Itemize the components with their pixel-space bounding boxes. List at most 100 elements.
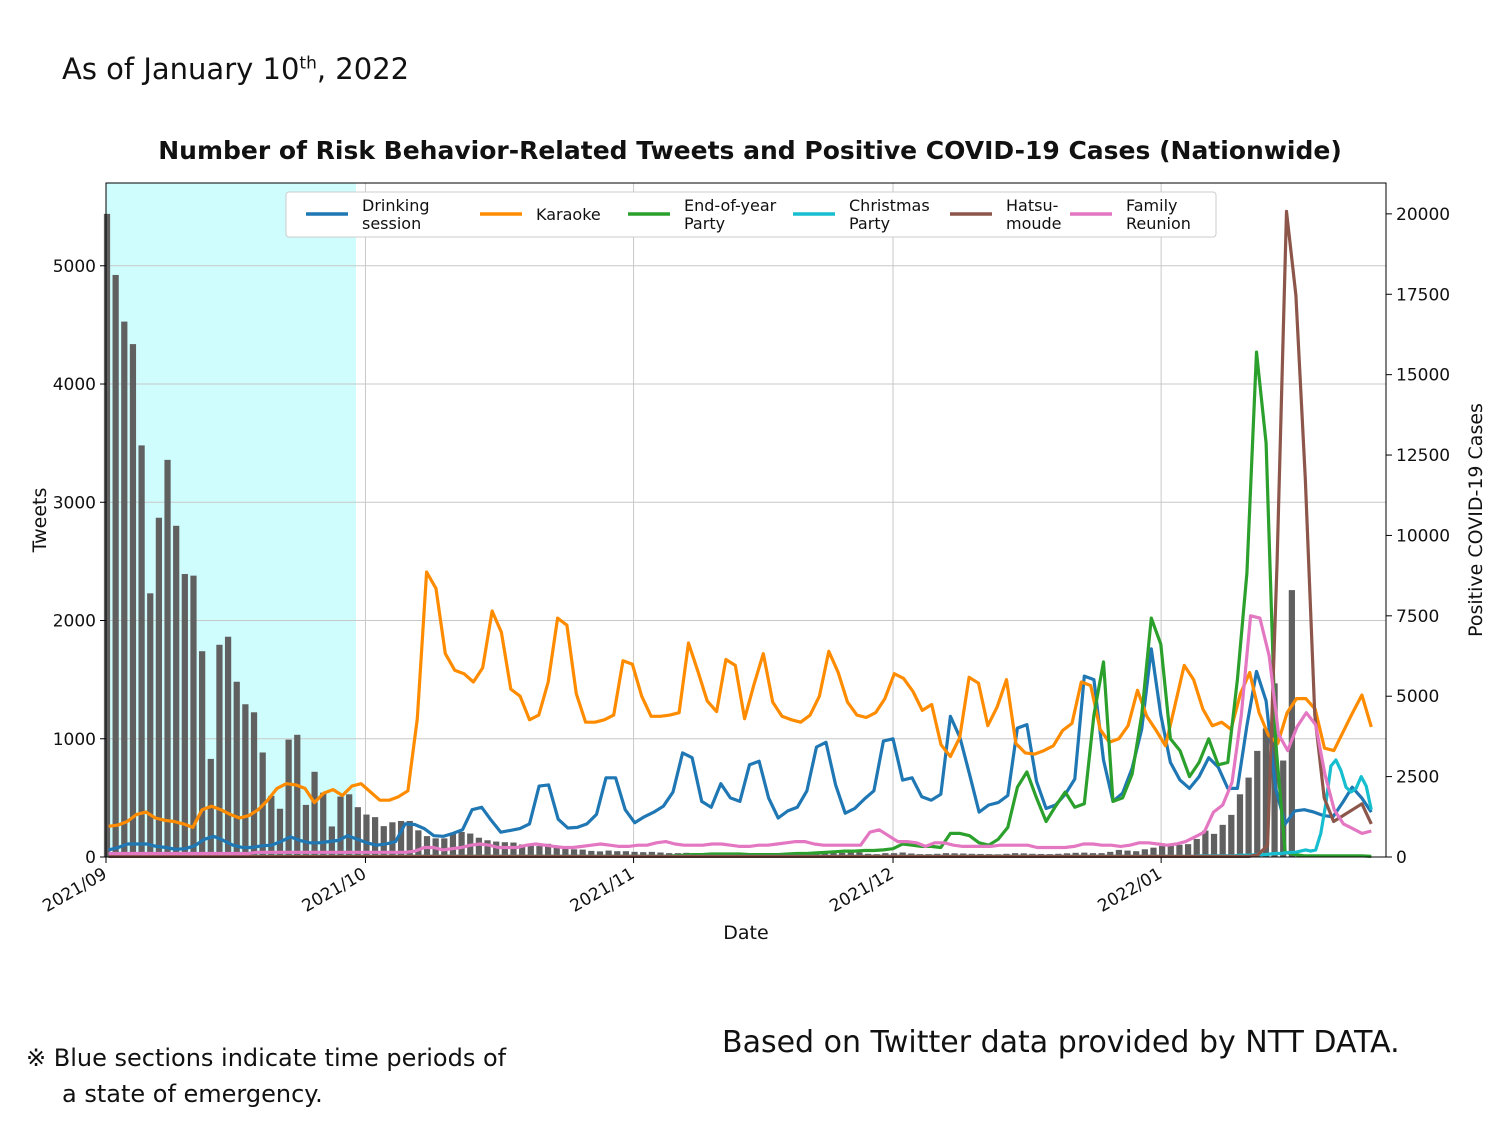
- case-bar: [1210, 833, 1218, 857]
- legend-label-6: Family Reunion: [1126, 196, 1191, 233]
- y2-tick-label: 5000: [1396, 687, 1439, 707]
- case-bar: [475, 837, 483, 857]
- case-bar: [1245, 777, 1252, 857]
- case-bar: [1141, 849, 1148, 857]
- case-bar: [631, 851, 638, 857]
- case-bar: [579, 849, 586, 857]
- case-bar: [346, 794, 353, 857]
- case-bar: [406, 820, 413, 857]
- as-of-prefix: As of January 10: [62, 52, 300, 86]
- case-bar: [648, 851, 655, 857]
- y2-tick-label: 17500: [1396, 285, 1450, 305]
- case-bar: [441, 838, 448, 857]
- case-bar: [371, 817, 379, 857]
- case-bar: [1219, 824, 1226, 857]
- y-tick-label: 0: [85, 848, 96, 868]
- series-line-1: [108, 647, 1373, 852]
- case-bar: [449, 833, 457, 857]
- x-tick-label: 2022/01: [1094, 864, 1165, 917]
- as-of-ordinal: th: [299, 53, 317, 74]
- case-bar: [527, 844, 534, 857]
- case-bar: [242, 704, 249, 857]
- case-bar: [224, 636, 232, 857]
- case-bar: [821, 851, 828, 857]
- case-bar: [354, 807, 361, 857]
- as-of-date: As of January 10th, 2022: [62, 52, 409, 86]
- case-bar: [596, 851, 604, 857]
- case-bar: [389, 822, 396, 857]
- case-bar: [458, 831, 465, 857]
- case-bar: [380, 826, 387, 857]
- chart: 0 1000 2000 3000 4000 5000 0 2500 5000 7500 10000 1…: [29, 182, 1487, 944]
- x-tick-label: 2021/12: [826, 864, 897, 917]
- case-bar: [302, 804, 310, 857]
- case-bar: [337, 796, 344, 857]
- case-bar: [1184, 844, 1192, 857]
- case-bar: [1150, 847, 1157, 857]
- legend-label-3: End-of-year Party: [684, 196, 777, 233]
- case-bar: [570, 849, 578, 857]
- y2-tick-label: 7500: [1396, 607, 1439, 627]
- y-tick-label: 2000: [53, 612, 96, 632]
- case-bar: [1159, 846, 1166, 857]
- case-bar: [1176, 844, 1183, 857]
- case-bar: [1288, 590, 1295, 857]
- note-line-2: a state of emergency.: [62, 1080, 323, 1108]
- x-tick-label: 2021/11: [567, 864, 638, 917]
- y2-tick-label: 12500: [1396, 446, 1450, 466]
- legend-label-1: Drinking session: [362, 196, 430, 233]
- case-bar: [250, 712, 258, 857]
- case-bar: [1254, 750, 1261, 857]
- case-bar: [562, 848, 569, 857]
- case-bar: [311, 771, 318, 857]
- series-line-2: [108, 570, 1373, 830]
- y2-tick-label: 10000: [1396, 526, 1450, 546]
- legend-label-2: Karaoke: [536, 205, 601, 224]
- case-bar: [138, 445, 145, 857]
- case-bar: [588, 850, 595, 857]
- legend-label-5: Hatsu-moude: [1006, 196, 1062, 233]
- y-tick-label: 3000: [53, 493, 96, 513]
- case-bar: [285, 739, 292, 857]
- case-bar: [614, 851, 621, 857]
- case-bar: [484, 840, 491, 857]
- case-bar: [519, 844, 526, 857]
- data-source: Based on Twitter data provided by NTT DA…: [722, 1025, 1400, 1060]
- case-bar: [155, 517, 163, 857]
- y2-tick-label: 2500: [1396, 768, 1439, 788]
- case-bar: [190, 575, 197, 857]
- note-line-1: ※ Blue sections indicate time periods of: [26, 1044, 507, 1072]
- case-bar: [1107, 851, 1114, 857]
- y-tick-label: 5000: [53, 257, 96, 277]
- chart-title: Number of Risk Behavior-Related Tweets a…: [158, 136, 1342, 165]
- as-of-suffix: , 2022: [316, 52, 410, 86]
- case-bar: [415, 830, 422, 857]
- legend-label-4: Christmas Party: [849, 196, 930, 233]
- case-bar: [1115, 849, 1123, 857]
- case-bar: [129, 344, 137, 857]
- case-bar: [320, 792, 327, 857]
- case-bar: [856, 852, 863, 857]
- case-bar: [510, 842, 517, 857]
- case-bar: [640, 852, 647, 857]
- case-bar: [121, 321, 128, 857]
- case-bar: [1167, 843, 1174, 857]
- y2-tick-label: 20000: [1396, 205, 1450, 225]
- case-bar: [847, 851, 854, 857]
- case-bar: [276, 808, 284, 857]
- case-bar: [899, 852, 906, 857]
- case-bar: [622, 851, 630, 857]
- case-bar: [544, 843, 552, 857]
- case-bar: [536, 846, 543, 857]
- case-bar: [1202, 830, 1209, 857]
- case-bar: [216, 644, 223, 857]
- case-bar: [112, 274, 119, 858]
- case-bar: [501, 842, 508, 857]
- case-bar: [1193, 838, 1200, 857]
- case-bar: [657, 852, 664, 857]
- case-bar: [164, 459, 171, 857]
- plot-frame: [105, 182, 1387, 858]
- legend-box: [285, 191, 1217, 238]
- series-line-5: [108, 209, 1373, 859]
- case-bar: [605, 850, 612, 857]
